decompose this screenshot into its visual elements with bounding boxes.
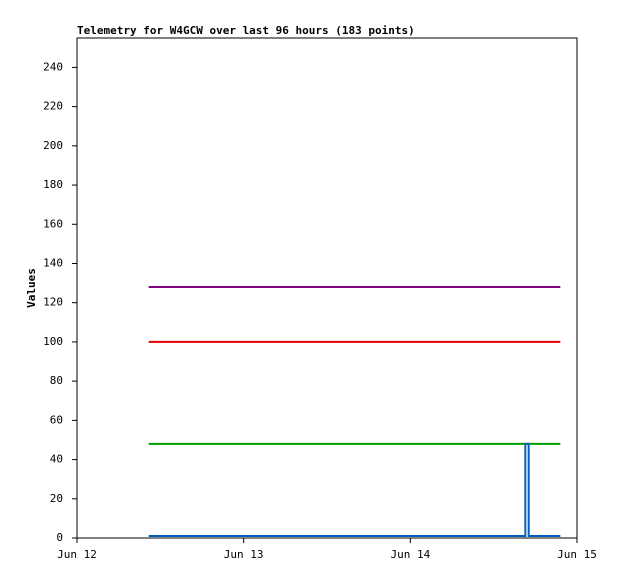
chart-title: Telemetry for W4GCW over last 96 hours (…: [77, 24, 415, 37]
x-tick-label: Jun 12: [57, 548, 97, 561]
x-tick-label: Jun 15: [557, 548, 597, 561]
y-tick-label: 20: [50, 492, 63, 505]
y-tick-label: 0: [56, 531, 63, 544]
y-tick-label: 220: [43, 100, 63, 113]
y-tick-label: 140: [43, 256, 63, 269]
y-tick-label: 160: [43, 217, 63, 230]
y-tick-label: 240: [43, 60, 63, 73]
y-tick-label: 120: [43, 296, 63, 309]
x-tick-label: Jun 13: [224, 548, 264, 561]
y-tick-label: 100: [43, 335, 63, 348]
y-tick-label: 60: [50, 413, 63, 426]
x-tick-label: Jun 14: [390, 548, 430, 561]
y-tick-label: 40: [50, 453, 63, 466]
y-tick-label: 180: [43, 178, 63, 191]
y-axis-label: Values: [25, 268, 38, 308]
y-tick-label: 80: [50, 374, 63, 387]
plot-frame: [76, 37, 578, 539]
series-line: [148, 442, 561, 538]
y-tick-label: 200: [43, 139, 63, 152]
